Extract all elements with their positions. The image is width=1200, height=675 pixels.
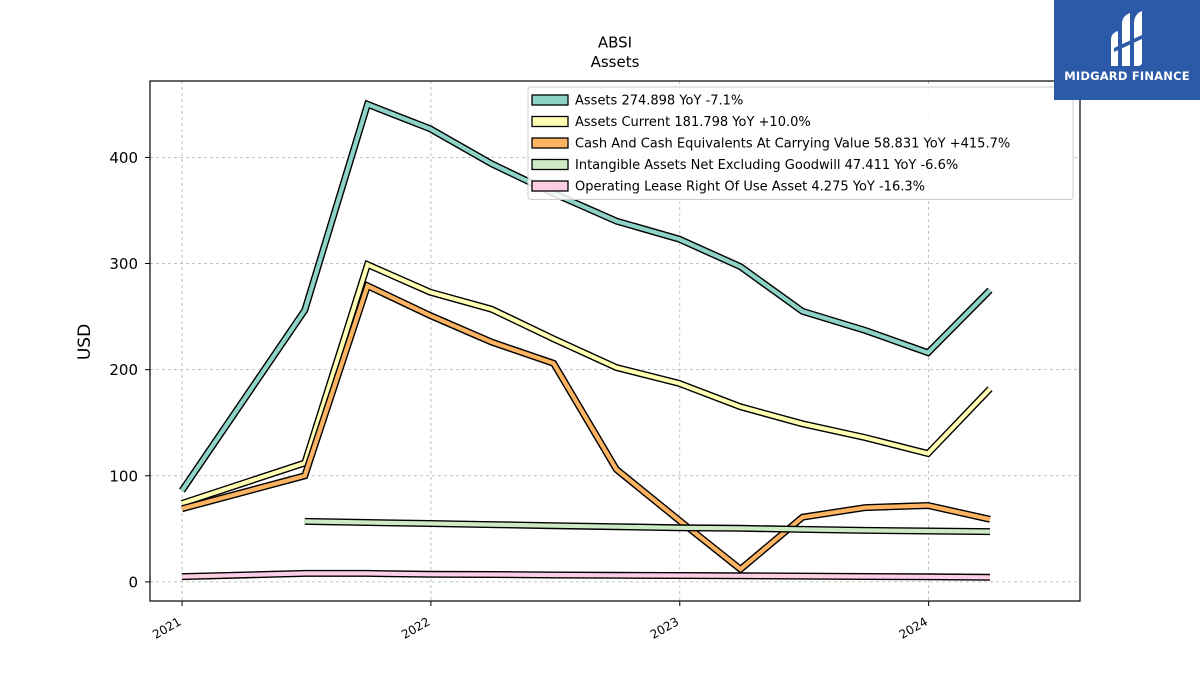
legend-swatch [531, 115, 569, 128]
y-axis-label: USD [75, 324, 95, 360]
y-tick-label: 300 [109, 255, 138, 273]
legend-entry-label: Intangible Assets Net Excluding Goodwill… [575, 158, 958, 173]
x-tick-label: 2024 [897, 614, 930, 641]
legend: Assets 274.898 YoY -7.1% Assets Current 1… [527, 86, 1074, 200]
y-tick-label: 100 [109, 467, 138, 485]
legend-entry-label: Assets Current 181.798 YoY +10.0% [575, 115, 811, 130]
x-tick-label: 2023 [648, 614, 681, 641]
legend-swatch [531, 137, 569, 149]
plot-frame [149, 80, 1081, 602]
series-outline-assets-current [180, 259, 993, 507]
legend-swatch [531, 180, 569, 192]
series-line-assets-current [181, 261, 992, 506]
legend-entry-label: Cash And Cash Equivalents At Carrying Va… [575, 137, 1010, 152]
series-line-assets [180, 101, 992, 492]
series-line-cash-and-cash-equivalents-at-carrying-value [181, 282, 991, 572]
series-line-operating-lease-right-of-use-asset [181, 571, 991, 580]
chart-title: ABSI [598, 34, 632, 52]
brand-logo-mark [1111, 11, 1144, 66]
y-tick-label: 400 [109, 149, 138, 167]
x-tick-label: 2021 [150, 614, 183, 641]
legend-entry-label: Assets 274.898 YoY -7.1% [575, 94, 743, 109]
legend-swatch [531, 94, 569, 106]
y-tick-label: 0 [128, 573, 138, 591]
series-lines [179, 99, 993, 581]
x-tick-label: 2022 [399, 614, 432, 641]
legend-box [527, 86, 1074, 200]
chart-subtitle: Assets [591, 53, 640, 71]
legend-entry-label: Operating Lease Right Of Use Asset 4.275… [575, 180, 925, 195]
brand-name: MIDGARD FINANCE [1064, 69, 1190, 83]
axis-ticks: 0 100 200 300 400 2021 2022 2023 2024 [109, 149, 930, 642]
y-tick-label: 200 [109, 361, 138, 379]
brand-logo: MIDGARD FINANCE [1054, 0, 1200, 100]
series-line-intangible-assets-net-excluding-goodwill [304, 519, 991, 534]
legend-swatch [531, 158, 569, 171]
